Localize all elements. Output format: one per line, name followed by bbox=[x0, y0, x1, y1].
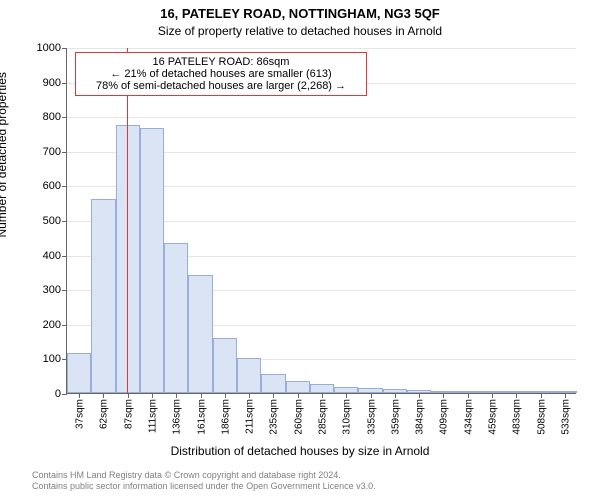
x-tick-mark bbox=[443, 393, 444, 398]
x-tick-mark bbox=[322, 393, 323, 398]
y-axis-title: Number of detached properties bbox=[0, 72, 9, 237]
histogram-bar bbox=[164, 243, 188, 394]
x-tick-label: 483sqm bbox=[510, 399, 523, 435]
x-tick-label: 62sqm bbox=[97, 399, 110, 429]
x-tick-label: 359sqm bbox=[388, 399, 401, 435]
y-gridline bbox=[67, 117, 576, 118]
y-tick-label: 300 bbox=[43, 284, 67, 296]
x-tick-label: 186sqm bbox=[218, 399, 231, 435]
y-tick-label: 200 bbox=[43, 319, 67, 331]
footer-attribution: Contains HM Land Registry data © Crown c… bbox=[32, 470, 376, 493]
x-tick-label: 508sqm bbox=[534, 399, 547, 435]
x-tick-label: 211sqm bbox=[243, 399, 256, 434]
x-tick-mark bbox=[79, 393, 80, 398]
x-tick-mark bbox=[516, 393, 517, 398]
y-tick-label: 800 bbox=[43, 111, 67, 123]
y-tick-label: 500 bbox=[43, 215, 67, 227]
x-tick-label: 111sqm bbox=[146, 399, 159, 433]
footer-line-1: Contains HM Land Registry data © Crown c… bbox=[32, 470, 376, 481]
histogram-bar bbox=[67, 353, 91, 393]
x-tick-label: 87sqm bbox=[121, 399, 134, 429]
histogram-bar bbox=[286, 381, 310, 393]
x-tick-mark bbox=[128, 393, 129, 398]
x-tick-mark bbox=[298, 393, 299, 398]
x-tick-mark bbox=[201, 393, 202, 398]
x-tick-label: 384sqm bbox=[413, 399, 426, 435]
x-tick-mark bbox=[492, 393, 493, 398]
y-tick-label: 1000 bbox=[37, 42, 67, 54]
x-tick-mark bbox=[346, 393, 347, 398]
y-gridline bbox=[67, 48, 576, 49]
x-tick-label: 161sqm bbox=[194, 399, 207, 435]
y-tick-label: 400 bbox=[43, 250, 67, 262]
x-tick-label: 37sqm bbox=[73, 399, 86, 429]
x-tick-mark bbox=[273, 393, 274, 398]
x-tick-mark bbox=[565, 393, 566, 398]
histogram-bar bbox=[140, 128, 164, 393]
x-tick-mark bbox=[249, 393, 250, 398]
x-tick-label: 335sqm bbox=[364, 399, 377, 435]
histogram-bar bbox=[310, 384, 334, 393]
footer-line-2: Contains public sector information licen… bbox=[32, 481, 376, 492]
y-tick-label: 0 bbox=[55, 388, 67, 400]
x-tick-mark bbox=[395, 393, 396, 398]
x-tick-label: 434sqm bbox=[461, 399, 474, 435]
y-tick-label: 100 bbox=[43, 353, 67, 365]
x-tick-label: 459sqm bbox=[486, 399, 499, 435]
x-tick-mark bbox=[225, 393, 226, 398]
histogram-bar bbox=[237, 358, 261, 393]
annotation-line-2: ← 21% of detached houses are smaller (61… bbox=[79, 68, 363, 80]
annotation-box: 16 PATELEY ROAD: 86sqm← 21% of detached … bbox=[75, 52, 367, 96]
x-tick-mark bbox=[152, 393, 153, 398]
x-tick-mark bbox=[371, 393, 372, 398]
histogram-plot: 0100200300400500600700800900100037sqm62s… bbox=[66, 48, 576, 394]
y-tick-label: 700 bbox=[43, 146, 67, 158]
x-axis-title: Distribution of detached houses by size … bbox=[0, 444, 600, 458]
x-tick-mark bbox=[103, 393, 104, 398]
x-tick-mark bbox=[176, 393, 177, 398]
x-tick-mark bbox=[541, 393, 542, 398]
chart-title: 16, PATELEY ROAD, NOTTINGHAM, NG3 5QF bbox=[0, 6, 600, 21]
y-tick-label: 600 bbox=[43, 180, 67, 192]
property-marker-line bbox=[127, 48, 128, 393]
x-tick-label: 235sqm bbox=[267, 399, 280, 435]
x-tick-mark bbox=[419, 393, 420, 398]
x-tick-label: 136sqm bbox=[170, 399, 183, 435]
chart-subtitle: Size of property relative to detached ho… bbox=[0, 24, 600, 38]
histogram-bar bbox=[261, 374, 285, 393]
histogram-bar bbox=[91, 199, 115, 393]
x-tick-label: 310sqm bbox=[340, 399, 353, 435]
annotation-line-3: 78% of semi-detached houses are larger (… bbox=[79, 80, 363, 92]
x-tick-label: 285sqm bbox=[316, 399, 329, 435]
x-tick-label: 260sqm bbox=[291, 399, 304, 435]
annotation-line-1: 16 PATELEY ROAD: 86sqm bbox=[79, 56, 363, 68]
y-tick-label: 900 bbox=[43, 77, 67, 89]
x-tick-label: 533sqm bbox=[558, 399, 571, 435]
histogram-bar bbox=[213, 338, 237, 393]
histogram-bar bbox=[188, 275, 212, 393]
x-tick-mark bbox=[468, 393, 469, 398]
x-tick-label: 409sqm bbox=[437, 399, 450, 435]
